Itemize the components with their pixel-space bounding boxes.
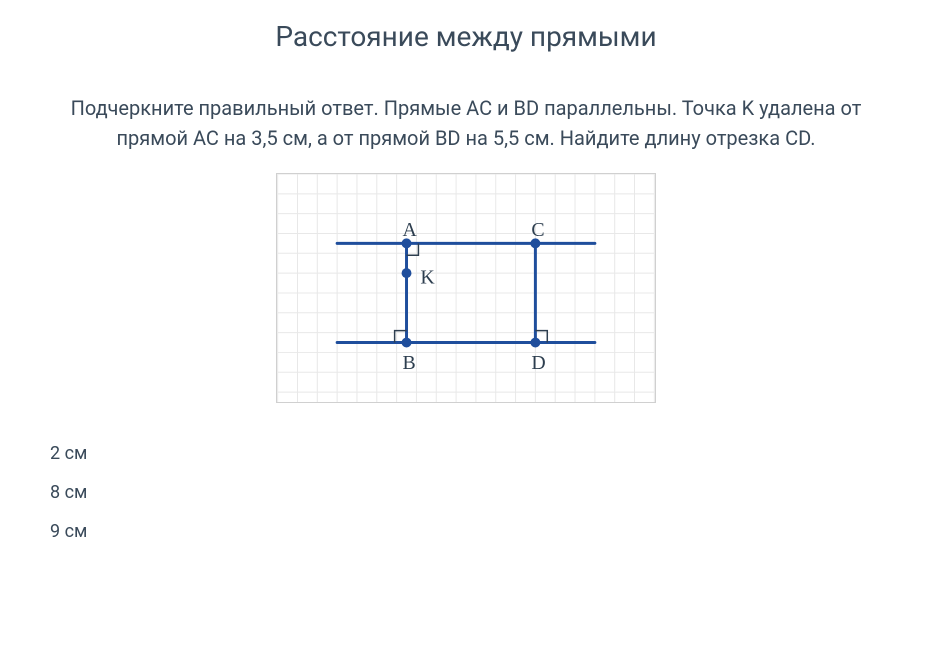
question-text: Подчеркните правильный ответ. Прямые AC … (40, 93, 892, 153)
svg-text:C: C (531, 219, 544, 241)
svg-text:D: D (531, 352, 545, 374)
svg-text:A: A (403, 219, 418, 241)
geometry-diagram: A C B D K (276, 173, 656, 403)
svg-text:K: K (420, 267, 435, 289)
page-title: Расстояние между прямыми (40, 20, 892, 53)
answer-option[interactable]: 8 см (50, 482, 892, 503)
answer-option[interactable]: 9 см (50, 521, 892, 542)
svg-text:B: B (403, 352, 416, 374)
answer-list: 2 см 8 см 9 см (40, 443, 892, 542)
diagram-container: A C B D K (40, 173, 892, 403)
answer-option[interactable]: 2 см (50, 443, 892, 464)
